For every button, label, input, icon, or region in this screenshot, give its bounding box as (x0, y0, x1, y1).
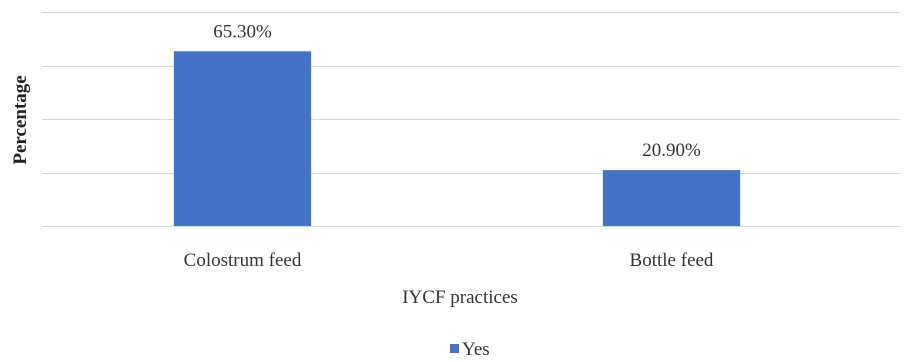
category-label: Colostrum feed (184, 250, 302, 271)
data-label: 65.30% (213, 21, 272, 42)
legend-label: Yes (462, 339, 490, 360)
x-axis-title: IYCF practices (402, 287, 518, 308)
bar-colostrum-feed (173, 51, 312, 227)
gridlines (42, 12, 900, 227)
y-axis-title: Percentage (10, 75, 31, 164)
legend: Yes (450, 339, 490, 360)
bars (173, 51, 741, 227)
data-label: 20.90% (642, 140, 701, 161)
data-labels: 65.30% 20.90% (213, 21, 701, 161)
category-labels: Colostrum feed Bottle feed (184, 250, 714, 271)
legend-swatch (450, 344, 459, 353)
category-label: Bottle feed (630, 250, 714, 271)
bar-bottle-feed (602, 170, 741, 226)
